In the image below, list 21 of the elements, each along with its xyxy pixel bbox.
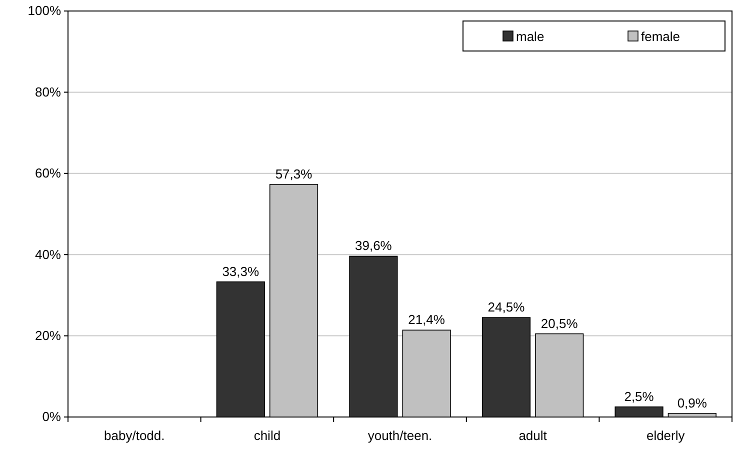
y-tick-label: 40% [34, 246, 62, 262]
data-label: 39,6% [355, 238, 392, 254]
y-tick-label: 20% [34, 328, 62, 343]
y-tick-label: 0% [42, 409, 62, 424]
data-label: 57,3% [275, 166, 313, 182]
x-tick-label: baby/todd. [104, 428, 165, 444]
data-label: 2,5% [624, 388, 654, 404]
x-tick-label: child [254, 428, 281, 444]
data-label: 20,5% [540, 316, 578, 331]
data-label: 0,9% [677, 395, 708, 410]
x-tick-label: youth/teen. [368, 428, 432, 444]
y-tick-label: 60% [34, 166, 62, 181]
legend-label: female [641, 29, 680, 44]
data-label: 33,3% [222, 264, 260, 279]
y-tick-label: 100% [28, 3, 62, 18]
y-tick-label: 80% [34, 84, 62, 100]
legend-label: male [516, 29, 544, 44]
x-tick-label: adult [518, 428, 548, 444]
x-tick-label: elderly [646, 428, 686, 444]
data-label: 21,4% [408, 312, 446, 328]
data-label: 24,5% [488, 300, 526, 315]
